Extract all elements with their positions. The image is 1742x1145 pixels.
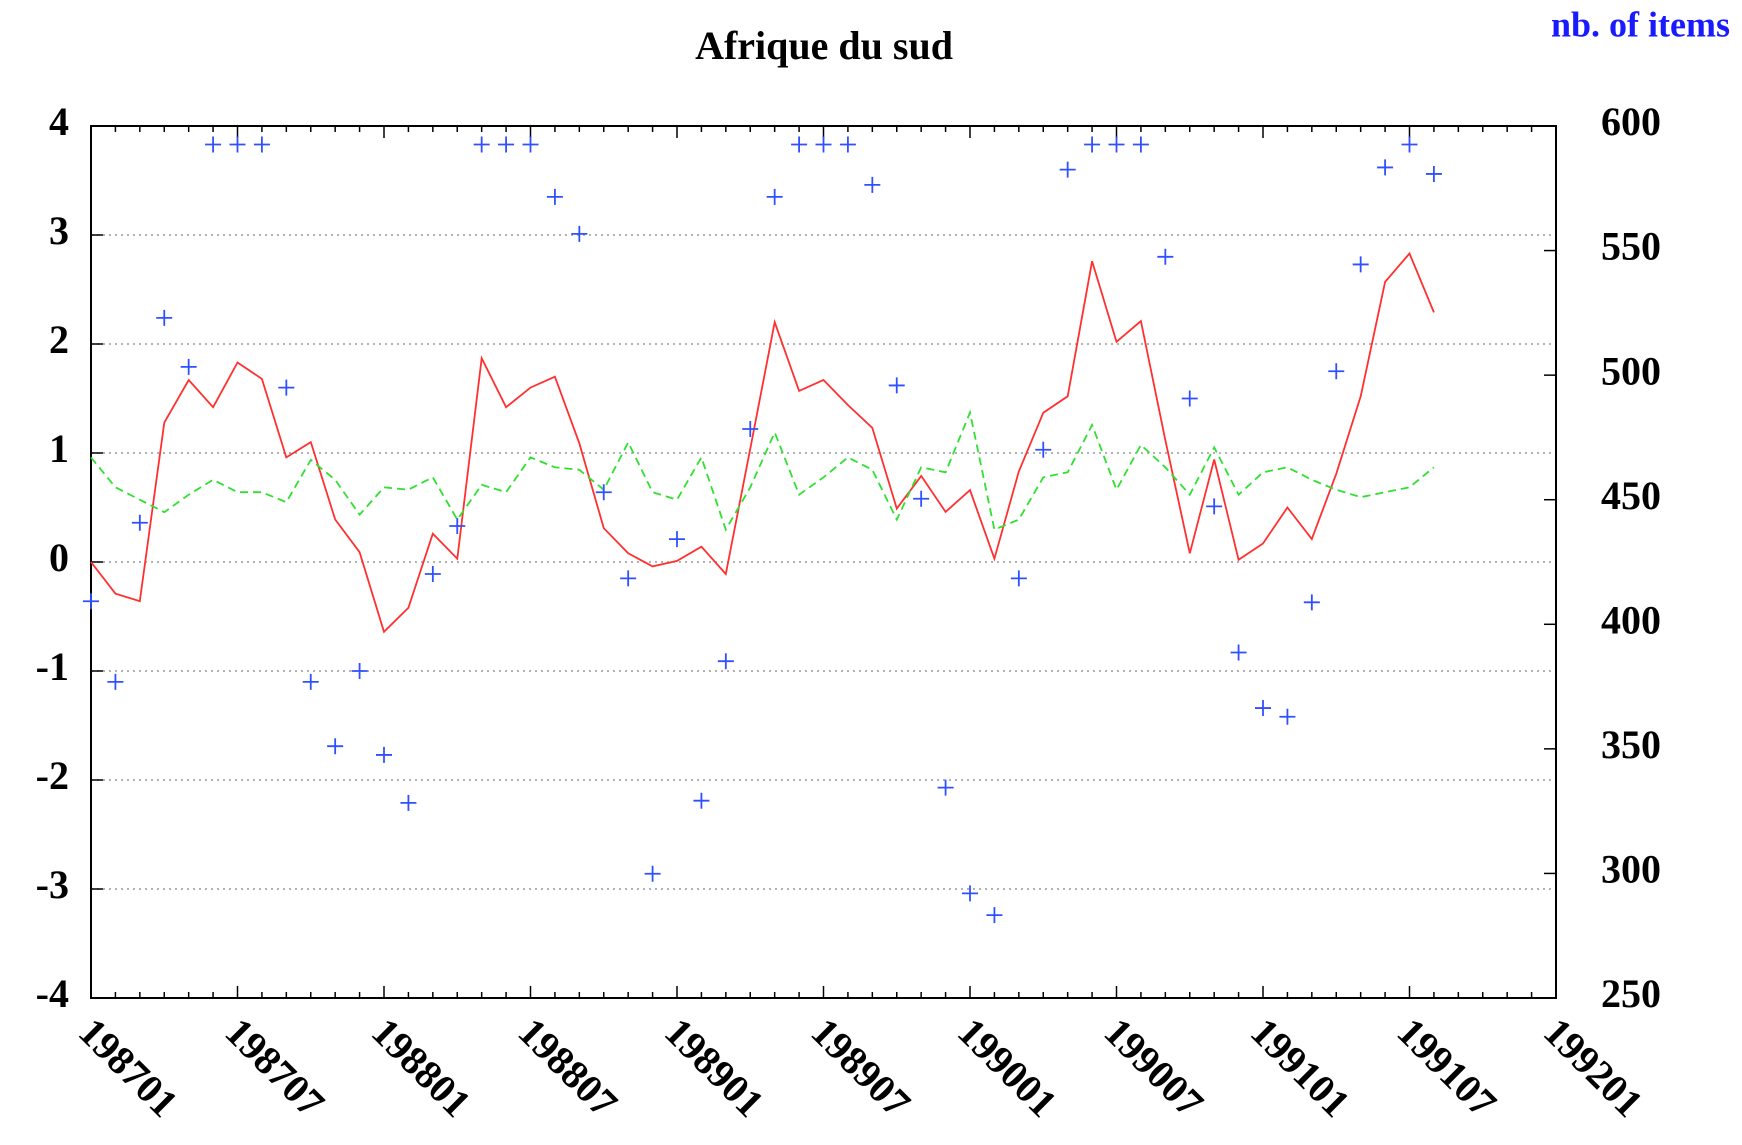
- y-tick-label: -3: [36, 862, 69, 907]
- point: [546, 188, 563, 205]
- y-tick-label: 2: [49, 317, 69, 362]
- y2-axis-label: nb. of items: [1551, 4, 1730, 44]
- point: [669, 531, 685, 548]
- x-tick-label: 199007: [1096, 1009, 1213, 1126]
- y-tick-label: 3: [49, 208, 69, 253]
- point: [1425, 165, 1442, 182]
- y-tick-label: 1: [49, 426, 69, 471]
- point: [742, 421, 759, 438]
- point: [888, 377, 905, 394]
- x-tick-label: 199107: [1389, 1009, 1506, 1126]
- x-tick-label: 199201: [1535, 1009, 1652, 1126]
- point: [376, 746, 392, 763]
- x-tick-label: 198701: [70, 1009, 187, 1126]
- point: [1010, 570, 1027, 587]
- point: [327, 738, 344, 755]
- point: [1377, 159, 1394, 176]
- y-tick-label: 4: [49, 99, 69, 144]
- point: [766, 188, 783, 205]
- point: [791, 136, 808, 153]
- point: [815, 136, 832, 153]
- point: [839, 136, 856, 153]
- point: [595, 484, 612, 501]
- point: [620, 570, 637, 587]
- point: [1157, 248, 1174, 265]
- y2-tick-label: 250: [1601, 971, 1661, 1016]
- y2-tick-label: 400: [1601, 597, 1661, 642]
- point: [1206, 498, 1223, 515]
- point: [351, 663, 368, 679]
- point: [498, 136, 515, 153]
- point: [229, 136, 246, 153]
- point: [1255, 700, 1271, 717]
- y-tick-label: 0: [49, 535, 69, 580]
- point: [449, 518, 466, 535]
- point: [1230, 644, 1247, 661]
- y2-tick-label: 300: [1601, 847, 1661, 892]
- y2-tick-label: 550: [1601, 224, 1661, 269]
- chart-title: Afrique du sud: [695, 23, 953, 68]
- point: [1181, 390, 1198, 407]
- point: [424, 565, 441, 582]
- point: [522, 136, 539, 153]
- x-tick-label: 198801: [363, 1009, 480, 1126]
- point: [1328, 363, 1345, 380]
- x-tick-label: 198907: [803, 1009, 920, 1126]
- y-tick-label: -4: [36, 971, 69, 1016]
- point: [400, 794, 417, 811]
- point: [1303, 594, 1320, 611]
- y-tick-label: -2: [36, 753, 69, 798]
- point: [1352, 256, 1369, 273]
- point: [83, 593, 99, 610]
- point: [131, 514, 148, 531]
- y2-tick-label: 500: [1601, 348, 1661, 393]
- x-tick-label: 198901: [656, 1009, 773, 1126]
- point: [962, 885, 978, 902]
- point: [1108, 136, 1125, 153]
- point: [302, 673, 319, 690]
- point: [180, 358, 197, 375]
- point: [1401, 136, 1418, 153]
- point: [1084, 136, 1101, 153]
- point: [1059, 161, 1076, 178]
- point: [156, 309, 173, 326]
- point: [205, 136, 222, 153]
- point: [1132, 136, 1149, 153]
- x-tick-label: 199001: [949, 1009, 1066, 1126]
- point: [253, 136, 270, 153]
- x-tick-label: 198707: [217, 1009, 334, 1126]
- point: [937, 779, 954, 796]
- y-tick-label: -1: [36, 644, 69, 689]
- point: [693, 792, 710, 809]
- point: [473, 136, 490, 153]
- y2-tick-label: 350: [1601, 722, 1661, 767]
- point: [864, 176, 881, 193]
- point: [986, 907, 1003, 924]
- point: [717, 653, 734, 670]
- point: [278, 379, 295, 396]
- point: [644, 865, 661, 882]
- y2-tick-label: 600: [1601, 99, 1661, 144]
- x-tick-label: 198807: [510, 1009, 627, 1126]
- point: [1035, 441, 1052, 458]
- y2-tick-label: 450: [1601, 473, 1661, 518]
- series-line: [90, 409, 1435, 532]
- series-line: [90, 251, 1435, 634]
- point: [571, 225, 588, 242]
- point: [1279, 708, 1296, 725]
- x-tick-label: 199101: [1242, 1009, 1359, 1126]
- point: [107, 673, 124, 690]
- point: [913, 490, 930, 507]
